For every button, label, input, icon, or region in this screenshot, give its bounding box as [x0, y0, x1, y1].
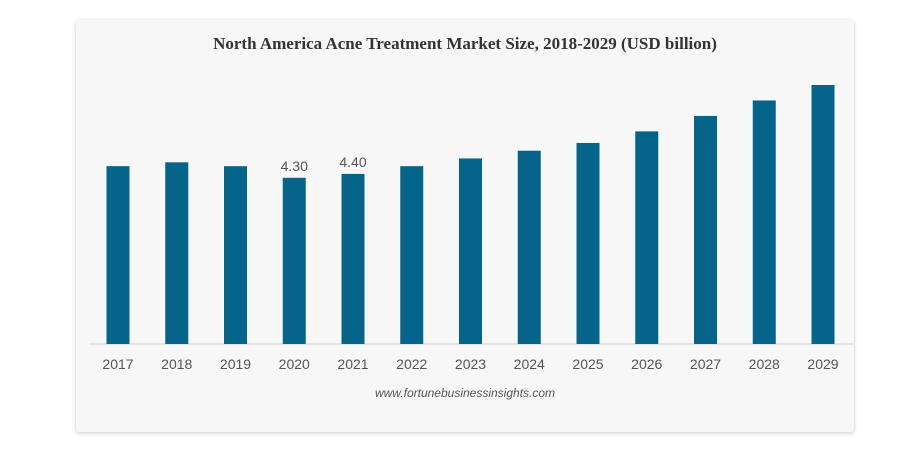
- x-tick-label-2019: 2019: [220, 356, 251, 372]
- x-tick-label-2023: 2023: [455, 356, 486, 372]
- chart-title: North America Acne Treatment Market Size…: [213, 34, 717, 53]
- bar-2018: [165, 162, 189, 344]
- bar-2027: [694, 115, 717, 345]
- bar-2026: [635, 131, 659, 344]
- bar-2017: [106, 166, 130, 344]
- bar-2023: [459, 158, 482, 344]
- bar-2029: [811, 85, 835, 344]
- bars-group: [106, 85, 835, 345]
- x-tick-label-2024: 2024: [514, 356, 545, 372]
- x-tick-labels-group: 2017 2018 2019 2020 2021 2022 2023 2024 2025 2026…: [102, 356, 838, 372]
- chart-card: North America Acne Treatment Market Size…: [76, 20, 854, 432]
- data-label-2020: 4.30: [281, 158, 308, 174]
- bar-2024: [517, 150, 541, 344]
- data-labels-group: 4.30 4.40: [281, 154, 367, 174]
- x-tick-label-2018: 2018: [161, 356, 192, 372]
- x-tick-label-2027: 2027: [690, 356, 721, 372]
- x-tick-label-2026: 2026: [631, 356, 662, 372]
- bar-2020: [282, 177, 306, 344]
- bar-2019: [224, 166, 247, 344]
- source-credit: www.fortunebusinessinsights.com: [374, 386, 556, 400]
- x-tick-label-2021: 2021: [337, 356, 368, 372]
- data-label-2021: 4.40: [339, 154, 366, 170]
- bar-2028: [752, 100, 776, 345]
- x-tick-label-2028: 2028: [749, 356, 780, 372]
- x-tick-label-2022: 2022: [396, 356, 427, 372]
- x-tick-label-2017: 2017: [102, 356, 133, 372]
- bar-2025: [576, 142, 600, 344]
- bar-2021: [341, 173, 365, 344]
- x-tick-label-2025: 2025: [572, 356, 603, 372]
- bar-2022: [400, 166, 424, 344]
- x-tick-label-2029: 2029: [807, 356, 838, 372]
- x-tick-label-2020: 2020: [279, 356, 310, 372]
- bar-chart: 4.30 4.40 2017 2018 2019 2020 2021 2022 2023 202…: [89, 85, 854, 372]
